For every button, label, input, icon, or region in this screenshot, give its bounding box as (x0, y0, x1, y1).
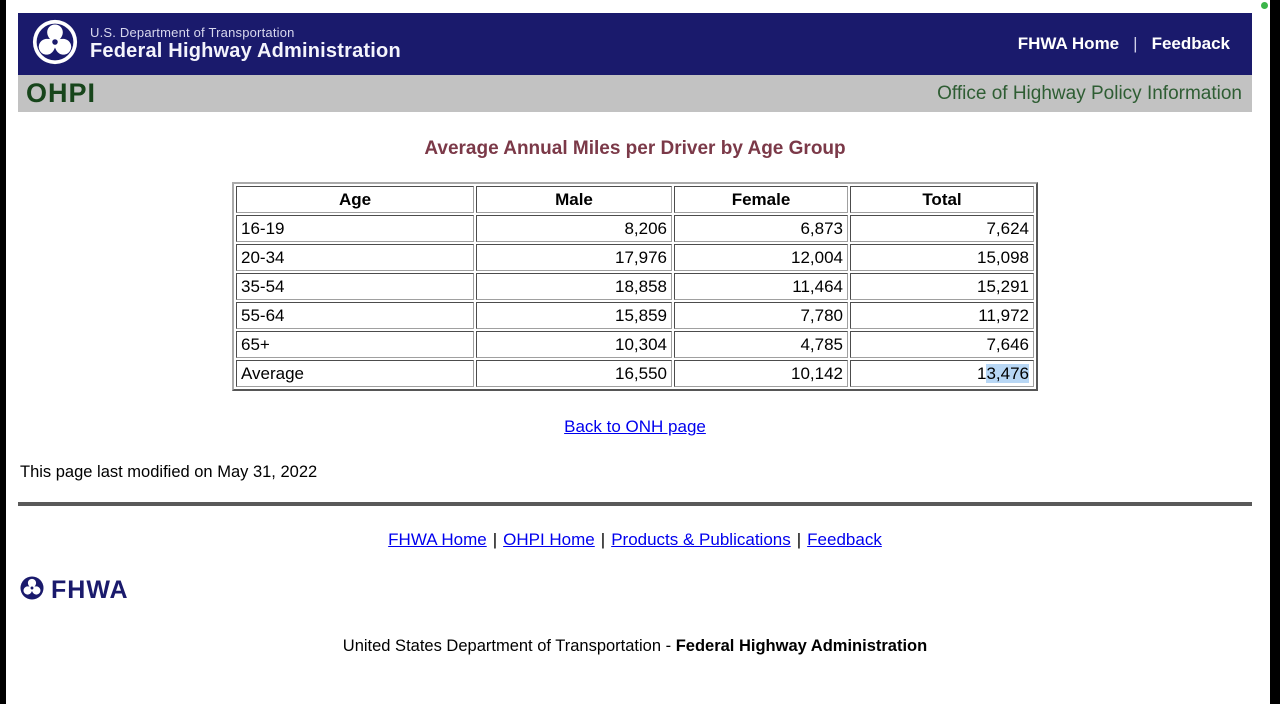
nav-feedback-link[interactable]: Feedback (1151, 34, 1230, 53)
horizontal-divider (18, 502, 1252, 506)
cell-age: 55-64 (236, 302, 474, 329)
left-letterbox-bar (0, 0, 6, 704)
footer-products-publications-link[interactable]: Products & Publications (611, 530, 791, 549)
table-row: 55-64 15,859 7,780 11,972 (236, 302, 1034, 329)
footer-separator: | (492, 530, 498, 549)
cell-age: 65+ (236, 331, 474, 358)
cell-female: 12,004 (674, 244, 848, 271)
bottom-attribution: United States Department of Transportati… (18, 637, 1252, 656)
cell-male: 10,304 (476, 331, 672, 358)
miles-by-age-table: Age Male Female Total 16-19 8,206 6,873 … (232, 182, 1038, 391)
cell-female: 6,873 (674, 215, 848, 242)
page-title: Average Annual Miles per Driver by Age G… (424, 138, 846, 159)
subheader: OHPI Office of Highway Policy Informatio… (18, 75, 1252, 112)
attribution-bold: Federal Highway Administration (675, 637, 928, 655)
cell-female: 11,464 (674, 273, 848, 300)
cell-male: 18,858 (476, 273, 672, 300)
cell-total: 15,291 (850, 273, 1034, 300)
dot-brand: U.S. Department of Transportation Federa… (32, 19, 401, 70)
column-header-male: Male (476, 186, 672, 213)
fhwa-triskelion-icon (20, 576, 44, 605)
column-header-female: Female (674, 186, 848, 213)
footer-ohpi-home-link[interactable]: OHPI Home (503, 530, 595, 549)
cell-female: 4,785 (674, 331, 848, 358)
page: U.S. Department of Transportation Federa… (18, 13, 1252, 656)
agency-name: U.S. Department of Transportation Federa… (90, 25, 401, 63)
cell-male: 15,859 (476, 302, 672, 329)
table-row: 35-54 18,858 11,464 15,291 (236, 273, 1034, 300)
footer-feedback-link[interactable]: Feedback (807, 530, 882, 549)
cell-female: 7,780 (674, 302, 848, 329)
recording-indicator-dot (1261, 2, 1268, 9)
nav-separator: | (1133, 34, 1138, 53)
masthead-nav: FHWA Home | Feedback (1018, 34, 1230, 54)
cell-age: Average (236, 360, 474, 387)
footer-separator: | (600, 530, 606, 549)
table-row-average: Average 16,550 10,142 13,476 (236, 360, 1034, 387)
cell-age: 35-54 (236, 273, 474, 300)
cell-male: 8,206 (476, 215, 672, 242)
total-unselected-part: 1 (976, 363, 987, 383)
cell-age: 20-34 (236, 244, 474, 271)
cell-male: 16,550 (476, 360, 672, 387)
back-to-onh-link[interactable]: Back to ONH page (564, 417, 706, 436)
right-letterbox-bar (1270, 0, 1280, 704)
fhwa-logo: FHWA (18, 576, 1252, 605)
cell-age: 16-19 (236, 215, 474, 242)
cell-male: 17,976 (476, 244, 672, 271)
nav-fhwa-home-link[interactable]: FHWA Home (1017, 34, 1120, 53)
cell-total: 11,972 (850, 302, 1034, 329)
column-header-total: Total (850, 186, 1034, 213)
dot-triskelion-icon (32, 19, 78, 70)
fhwa-logo-text: FHWA (51, 576, 129, 604)
column-header-age: Age (236, 186, 474, 213)
footer-separator: | (796, 530, 802, 549)
table-row: 20-34 17,976 12,004 15,098 (236, 244, 1034, 271)
total-selected-part: 3,476 (986, 363, 1029, 383)
cell-total-with-selection: 13,476 (850, 360, 1034, 387)
footer-links: FHWA Home | OHPI Home | Products & Publicati… (18, 530, 1252, 550)
back-link-row: Back to ONH page (18, 417, 1252, 437)
cell-total: 7,646 (850, 331, 1034, 358)
table-row: 16-19 8,206 6,873 7,624 (236, 215, 1034, 242)
table-container: Age Male Female Total 16-19 8,206 6,873 … (18, 182, 1252, 391)
office-name: Office of Highway Policy Information (937, 82, 1242, 104)
masthead: U.S. Department of Transportation Federa… (18, 13, 1252, 75)
cell-total: 15,098 (850, 244, 1034, 271)
agency-line1: U.S. Department of Transportation (90, 25, 295, 40)
table-row: 65+ 10,304 4,785 7,646 (236, 331, 1034, 358)
footer-fhwa-home-link[interactable]: FHWA Home (388, 530, 487, 549)
agency-line2: Federal Highway Administration (90, 40, 401, 62)
attribution-regular: United States Department of Transportati… (342, 637, 676, 655)
last-modified-text: This page last modified on May 31, 2022 (20, 463, 318, 481)
cell-female: 10,142 (674, 360, 848, 387)
office-abbreviation: OHPI (26, 78, 97, 108)
cell-total: 7,624 (850, 215, 1034, 242)
table-header-row: Age Male Female Total (236, 186, 1034, 213)
